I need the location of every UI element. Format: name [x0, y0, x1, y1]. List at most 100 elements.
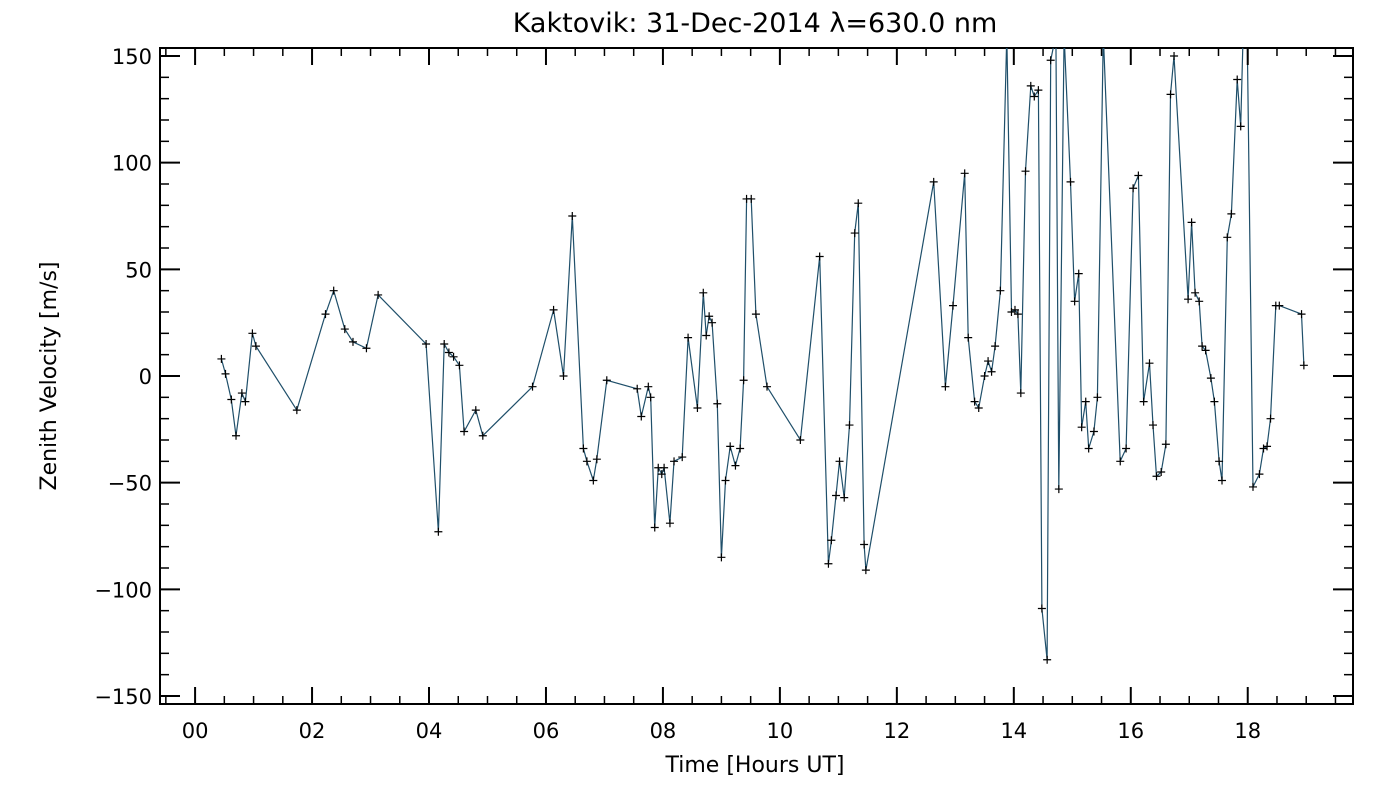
data-point: [1299, 361, 1308, 370]
data-point: [987, 367, 996, 376]
data-point: [670, 457, 679, 466]
data-point: [1060, 31, 1068, 39]
plot-frame: [159, 47, 1354, 705]
data-point: [644, 382, 653, 391]
data-point: [232, 431, 241, 440]
data-point: [449, 352, 458, 361]
data-point: [1026, 81, 1035, 90]
data-point: [860, 540, 869, 549]
data-point: [699, 288, 708, 297]
data-point: [845, 421, 854, 430]
data-point: [1099, 31, 1107, 39]
data-point: [1149, 421, 1157, 430]
data-point: [1016, 389, 1025, 398]
data-point: [227, 395, 236, 404]
x-axis-label: Time [Hours UT]: [665, 753, 845, 778]
data-point: [646, 393, 655, 402]
x-tick-label: 04: [416, 719, 443, 743]
data-point: [964, 333, 973, 342]
data-point: [1218, 476, 1226, 485]
data-point: [835, 457, 844, 466]
data-point: [693, 404, 702, 412]
y-tick-label: −50: [108, 472, 152, 496]
data-point: [832, 491, 841, 500]
data-point: [1054, 485, 1063, 494]
data-point: [1093, 393, 1102, 402]
data-point: [602, 376, 611, 385]
data-point: [708, 318, 717, 327]
data-point: [747, 194, 756, 203]
data-point: [221, 369, 230, 378]
data-point: [478, 431, 487, 440]
x-axis-ticks: 00 02 04 06 08 10 12 14 16 18: [165, 48, 1337, 743]
data-point: [827, 536, 836, 545]
data-point: [1259, 444, 1268, 453]
data-point: [824, 559, 833, 568]
data-point: [1239, 31, 1247, 39]
data-point: [1145, 359, 1154, 368]
data-point: [717, 553, 726, 562]
data-point: [751, 310, 760, 319]
data-point: [1129, 184, 1138, 193]
data-point: [1233, 75, 1242, 84]
data-point: [374, 290, 383, 299]
data-point: [1275, 301, 1284, 310]
data-point: [980, 372, 989, 380]
data-point: [854, 199, 863, 208]
data-point: [1084, 444, 1093, 453]
plot-markers: [217, 31, 1308, 664]
data-point: [702, 331, 711, 340]
data-point: [528, 382, 537, 391]
data-point: [713, 399, 722, 408]
data-point: [455, 361, 464, 370]
data-point: [721, 476, 730, 485]
data-point: [1052, 31, 1060, 39]
data-point: [1037, 604, 1046, 613]
data-point: [665, 519, 674, 528]
data-point: [1161, 440, 1170, 449]
data-point: [348, 337, 357, 346]
y-tick-label: 50: [125, 258, 152, 282]
data-point: [1070, 297, 1079, 306]
data-point: [1030, 92, 1039, 101]
data-point: [292, 406, 301, 415]
x-tick-label: 12: [883, 719, 910, 743]
data-point: [650, 523, 659, 532]
y-tick-label: 100: [112, 152, 152, 176]
x-tick-label: 16: [1117, 719, 1144, 743]
data-point: [731, 461, 740, 470]
plot-series: [220, 48, 1305, 660]
data-point: [1013, 310, 1022, 319]
data-point: [941, 382, 950, 391]
y-tick-label: −150: [94, 685, 152, 709]
y-tick-label: 150: [112, 45, 152, 69]
data-point: [657, 470, 666, 479]
data-point: [1139, 397, 1148, 406]
data-point: [1077, 423, 1086, 432]
data-point: [1236, 122, 1245, 131]
data-point: [1255, 470, 1264, 479]
data-point: [1074, 269, 1083, 278]
data-point: [1198, 342, 1207, 351]
data-point: [1195, 297, 1204, 306]
data-point: [960, 169, 969, 178]
y-axis-label: Zenith Velocity [m/s]: [37, 262, 62, 491]
data-point: [592, 455, 601, 464]
data-point: [1243, 31, 1251, 39]
data-point: [996, 286, 1005, 295]
data-point: [1081, 397, 1090, 406]
data-point: [568, 212, 577, 220]
data-point: [970, 397, 979, 406]
data-point: [1215, 457, 1224, 466]
data-point: [705, 312, 714, 321]
data-point: [237, 389, 246, 398]
x-tick-label: 00: [182, 719, 209, 743]
data-point: [1089, 427, 1098, 436]
data-point: [1170, 52, 1179, 60]
data-point: [1166, 90, 1175, 99]
data-point: [974, 404, 983, 412]
data-point: [329, 286, 338, 295]
data-point: [861, 566, 870, 575]
data-point: [434, 527, 443, 536]
data-point: [684, 333, 693, 342]
